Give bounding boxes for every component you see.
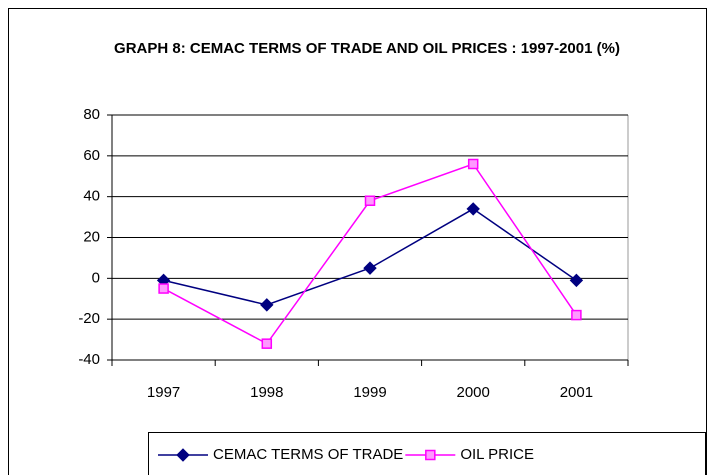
y-tick-label: -20 <box>78 310 100 327</box>
data-point <box>261 338 273 349</box>
y-tick-label: 60 <box>83 147 100 164</box>
legend-label: CEMAC TERMS OF TRADE <box>213 446 403 463</box>
x-tick-label: 1997 <box>147 384 180 401</box>
data-point <box>260 298 274 312</box>
y-tick-label: -40 <box>78 351 100 368</box>
chart-frame <box>8 8 707 475</box>
x-tick-label: 2001 <box>560 384 593 401</box>
x-tick-label: 1998 <box>250 384 283 401</box>
legend-marker <box>176 448 190 462</box>
y-tick-label: 80 <box>83 106 100 123</box>
data-point <box>364 195 376 206</box>
chart-title: GRAPH 8: CEMAC TERMS OF TRADE AND OIL PR… <box>114 40 620 57</box>
data-point <box>363 261 377 275</box>
x-tick-label: 1999 <box>353 384 386 401</box>
data-point <box>466 202 480 216</box>
y-tick-label: 20 <box>83 228 100 245</box>
y-tick-label: 40 <box>83 188 100 205</box>
data-point <box>569 273 584 288</box>
legend-marker <box>425 449 436 461</box>
data-point <box>467 158 479 170</box>
legend-label: OIL PRICE <box>460 446 534 463</box>
data-point <box>571 309 582 321</box>
data-point <box>158 283 169 294</box>
x-tick-label: 2000 <box>457 384 490 401</box>
y-tick-label: 0 <box>92 269 100 286</box>
series-line <box>163 163 578 345</box>
